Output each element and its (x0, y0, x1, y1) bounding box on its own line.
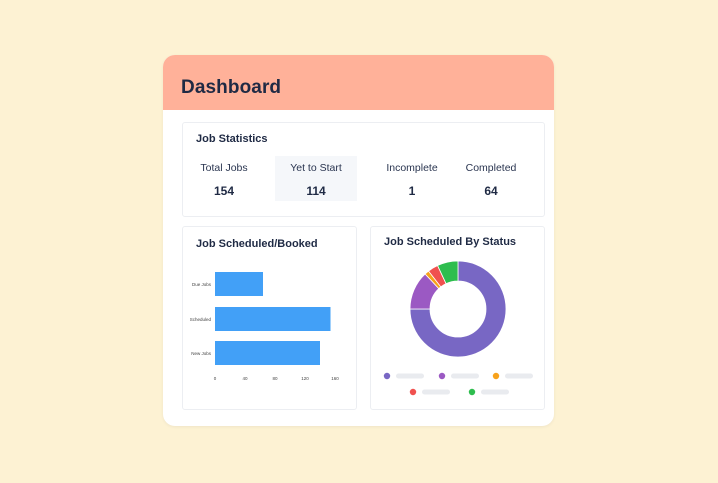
legend-label-placeholder (396, 373, 424, 379)
legend-label-placeholder (505, 373, 533, 379)
scheduled-booked-panel: Job Scheduled/Booked Due Jobs Scheduled Ne… (182, 226, 357, 410)
stat-yet-to-start[interactable]: Yet to Start 114 (275, 156, 357, 201)
bar-scheduled (215, 307, 331, 331)
stat-label: Incomplete (386, 162, 438, 174)
stat-completed[interactable]: Completed 64 (455, 156, 527, 201)
bar-category-label: Due Jobs (192, 282, 212, 287)
donut-slice (437, 260, 459, 285)
stat-label: Completed (465, 162, 517, 174)
bar-new-jobs (215, 341, 320, 365)
scheduled-by-status-donut-chart (383, 260, 533, 396)
legend-dot (468, 388, 476, 396)
stat-value: 64 (484, 184, 498, 198)
x-tick-label: 120 (301, 376, 309, 381)
stat-label: Total Jobs (200, 162, 248, 174)
stat-value: 1 (408, 184, 416, 198)
scheduled-booked-title: Job Scheduled/Booked (196, 238, 318, 250)
legend-dot (438, 372, 446, 380)
x-tick-label: 0 (214, 376, 217, 381)
dashboard-header: Dashboard (163, 55, 554, 110)
legend-label-placeholder (422, 389, 450, 395)
legend-dot (383, 372, 391, 380)
bar-due-jobs (215, 272, 263, 296)
x-tick-label: 80 (272, 376, 278, 381)
x-tick-label: 160 (331, 376, 339, 381)
stat-value: 114 (306, 184, 326, 198)
scheduled-by-status-panel: Job Scheduled By Status (370, 226, 545, 410)
donut-slice (409, 260, 507, 358)
page-title: Dashboard (181, 77, 282, 98)
stat-total-jobs[interactable]: Total Jobs 154 (189, 156, 259, 201)
stat-incomplete[interactable]: Incomplete 1 (376, 156, 448, 201)
scheduled-by-status-title: Job Scheduled By Status (384, 236, 517, 248)
dashboard-card: Dashboard Job Statistics Total Jobs 154 … (163, 55, 554, 426)
legend-dot (409, 388, 417, 396)
bar-category-label: Scheduled (190, 317, 212, 322)
scheduled-booked-bar-chart: Due Jobs Scheduled New Jobs 0 40 80 120 160 (190, 272, 339, 381)
job-statistics-panel: Job Statistics Total Jobs 154 Yet to Sta… (182, 122, 545, 217)
stat-label: Yet to Start (290, 162, 342, 174)
bar-category-label: New Jobs (191, 351, 212, 356)
legend-dot (492, 372, 500, 380)
stat-value: 154 (213, 184, 235, 198)
legend-label-placeholder (481, 389, 509, 395)
job-statistics-title: Job Statistics (196, 133, 268, 145)
x-tick-label: 40 (242, 376, 248, 381)
legend-label-placeholder (451, 373, 479, 379)
